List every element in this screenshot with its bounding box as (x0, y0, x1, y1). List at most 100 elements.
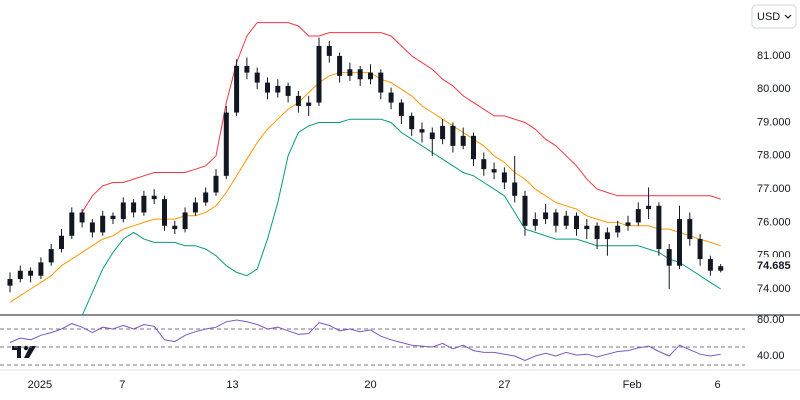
candle-body (58, 235, 64, 250)
candle (131, 199, 137, 218)
candle-body (656, 205, 662, 250)
candle-body (234, 65, 240, 113)
candle-body (347, 69, 353, 76)
chevron[interactable] (784, 14, 792, 19)
candle (409, 112, 415, 136)
candle (707, 255, 713, 276)
candle (254, 67, 260, 90)
candle-body (718, 266, 724, 271)
candle-body (429, 132, 435, 140)
candle-body (543, 212, 549, 220)
candle (120, 197, 126, 223)
candle (161, 195, 167, 231)
candle-body (151, 195, 157, 200)
candle (7, 272, 13, 293)
candle (584, 219, 590, 240)
candle (718, 264, 724, 273)
candle (646, 187, 652, 220)
candle-body (264, 82, 270, 93)
candle-body (100, 215, 106, 233)
x-tick-label: 20 (364, 379, 376, 391)
candle (110, 212, 116, 225)
rsi-line (9, 319, 721, 362)
candle-body (326, 45, 332, 56)
candle (543, 204, 549, 225)
candle (429, 127, 435, 156)
candle-body (120, 202, 126, 220)
candle-body (512, 182, 518, 196)
candle-body (646, 205, 652, 210)
candle (28, 267, 34, 283)
candle-body (460, 135, 466, 146)
candle (419, 122, 425, 143)
y-tick-label: 80.000 (757, 83, 791, 95)
candle-body (388, 92, 394, 103)
candle-body (553, 212, 559, 226)
candle-body (398, 102, 404, 116)
candle (687, 212, 693, 246)
candle (460, 127, 466, 150)
candle-body (223, 112, 229, 176)
candle (213, 169, 219, 196)
candle-body (440, 125, 446, 140)
candle (223, 105, 229, 180)
candle (522, 190, 528, 236)
candle (553, 209, 559, 233)
y-tick-label: 79.000 (757, 116, 791, 128)
candle (512, 155, 518, 203)
logo-shape (12, 346, 21, 358)
candle-body (275, 85, 281, 93)
candle (440, 119, 446, 145)
last-price-label: 74.685 (757, 260, 791, 272)
candle-body (666, 249, 672, 266)
candle (481, 152, 487, 176)
candle-body (573, 215, 579, 230)
candle (615, 220, 621, 238)
candle (38, 257, 44, 280)
candle-body (337, 55, 343, 76)
x-tick-label: 13 (226, 379, 238, 391)
candle-body (378, 72, 384, 93)
candle (316, 37, 322, 106)
candle (367, 64, 373, 85)
candle-body (69, 212, 75, 236)
candle (79, 209, 85, 228)
y-tick-label: 76.000 (757, 216, 791, 228)
x-tick-label: 27 (498, 379, 510, 391)
candle-body (676, 219, 682, 266)
candle-body (419, 129, 425, 133)
candle (656, 202, 662, 256)
candle (48, 244, 54, 266)
currency-label[interactable]: USD (757, 11, 780, 23)
candle-body (697, 239, 703, 260)
candle (573, 212, 579, 236)
candle-body (254, 72, 260, 83)
candle-body (172, 225, 178, 230)
candle-body (38, 262, 44, 276)
candle-body (594, 225, 600, 240)
candle-body (635, 209, 641, 223)
candle-body (192, 202, 198, 213)
candle (347, 62, 353, 81)
candle-body (409, 115, 415, 130)
currency-button[interactable]: USD (751, 4, 797, 29)
candle (151, 189, 157, 205)
candle-body (532, 219, 538, 226)
candle-body (28, 270, 34, 276)
candle (635, 202, 641, 226)
candle-body (110, 215, 116, 220)
y-tick-label: 75.000 (757, 250, 791, 262)
currency-button-frame[interactable] (751, 4, 797, 29)
candle-body (203, 192, 209, 203)
candle-body (481, 159, 487, 170)
candle (501, 167, 507, 190)
candle (676, 205, 682, 270)
candle (244, 57, 250, 80)
candle (306, 95, 312, 116)
candle (398, 99, 404, 125)
candle-body (285, 85, 291, 96)
candle (295, 90, 301, 113)
candle-body (522, 195, 528, 226)
